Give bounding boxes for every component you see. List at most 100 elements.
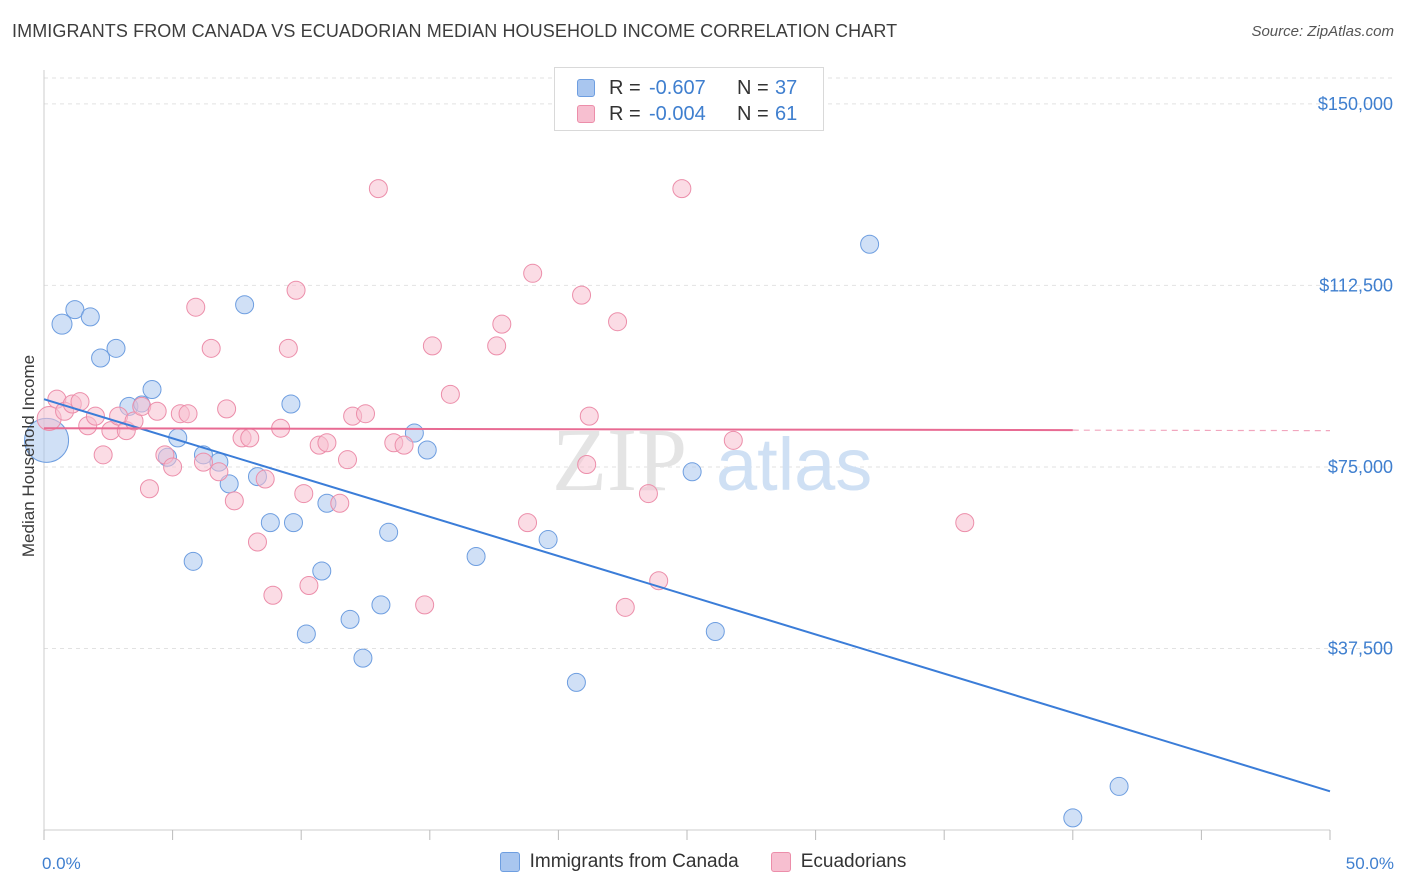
ecuadorian-point [147,401,167,421]
legend-item-canada[interactable]: Immigrants from Canada [499,851,739,873]
watermark-zip: ZIP [552,411,687,510]
ecuadorian-point [330,493,350,513]
data-points [24,179,1129,828]
ecuadorian-point [337,450,357,470]
ecuadorian-point [286,280,306,300]
legend-label: Ecuadorians [800,851,907,872]
ecuadorian-point [263,585,283,605]
canada-point [235,295,255,315]
ecuadorian-point [368,179,388,199]
canada-point [80,307,100,327]
canada-point [340,609,360,629]
ecuadorian-trend-line [43,427,1073,432]
ecuadorian-point [394,435,414,455]
y-tick-label: $150,000 [1318,94,1393,114]
canada-point [312,561,332,581]
ecuadorian-point [440,384,460,404]
ecuadorian-point [487,336,507,356]
watermark: ZIP atlas [552,411,872,510]
ecuadorian-point [163,457,183,477]
y-axis-label: Median Household Income [19,355,38,557]
r-label: R = [609,102,641,125]
ecuadorian-point [278,338,298,358]
ecuadorian-point [492,314,512,334]
ecuadorian-point [247,532,267,552]
ecuadorian-point [201,338,221,358]
legend-label: Immigrants from Canada [529,851,739,872]
canada-point [65,300,85,320]
ecuadorian-point [85,406,105,426]
r-value: -0.607 [649,76,706,99]
canada-point [1063,808,1083,828]
stats-legend: R = -0.607 N = 37 R = -0.004 N = 61 [554,67,824,131]
n-label: N = [737,102,769,125]
r-label: R = [609,76,641,99]
canada-point [466,546,486,566]
canada-point [705,622,725,642]
y-tick-label: $112,500 [1319,275,1393,295]
canada-point [538,530,558,550]
legend-item-ecuadorians[interactable]: Ecuadorians [770,851,907,873]
canada-point [91,348,111,368]
canada-point [51,313,73,335]
y-tick-labels: $37,500 $75,000 $112,500 $150,000 [1318,94,1393,659]
n-value: 61 [775,102,798,125]
ecuadorian-point [93,445,113,465]
ecuadorian-point [523,263,543,283]
gridlines [44,77,1394,649]
ecuadorian-point [224,491,244,511]
ecuadorian-point [638,484,658,504]
stats-row-canada: R = -0.607 N = 37 [577,76,797,100]
ecuadorian-point [209,462,229,482]
trend-lines [43,398,1331,793]
canada-point [566,672,586,692]
ecuadorian-point [955,513,975,533]
ecuadorian-point [178,404,198,424]
canada-point [281,394,301,414]
canada-legend-swatch [499,852,520,872]
canada-point [183,551,203,571]
x-tick-labels: 0.0% 50.0% [42,854,1394,873]
stats-row-ecuadorians: R = -0.004 N = 61 [577,102,797,126]
ecuadorian-point [294,484,314,504]
ecuadorian-point [240,428,260,448]
source-label: Source: ZipAtlas.com [1251,23,1394,40]
ecuadorians-legend-swatch [770,852,791,872]
ecuadorian-point [577,455,597,475]
ecuadorian-point [415,595,435,615]
ecuadorian-point [723,430,743,450]
n-label: N = [737,76,769,99]
ecuadorians-swatch [577,105,595,123]
canada-point [260,513,280,533]
x-tick-label: 50.0% [1346,854,1394,873]
canada-point [353,648,373,668]
x-tick-label: 0.0% [42,854,81,873]
canada-swatch [577,79,595,97]
ecuadorian-point [356,404,375,424]
ecuadorian-point [608,312,628,332]
canada-point [379,522,399,542]
canada-trend-line [43,398,1331,793]
ecuadorian-point [572,285,592,305]
ecuadorian-point [186,297,206,317]
ecuadorian-point [217,399,237,419]
ecuadorian-point [672,179,692,199]
canada-point [283,513,303,533]
ecuadorian-point [299,576,319,596]
canada-point [371,595,391,615]
ecuadorian-point [317,433,337,453]
canada-point [860,234,880,254]
canada-point [417,440,437,460]
y-tick-label: $75,000 [1328,457,1393,477]
ecuadorian-point [422,336,442,356]
canada-point [682,462,702,482]
n-value: 37 [775,76,798,99]
y-tick-label: $37,500 [1328,638,1393,658]
ecuadorian-point [579,406,599,426]
ecuadorian-point [193,452,213,472]
ecuadorian-point [255,469,275,489]
r-value: -0.004 [649,102,706,125]
series-legend: Immigrants from Canada Ecuadorians [0,851,1406,873]
canada-point [296,624,316,644]
